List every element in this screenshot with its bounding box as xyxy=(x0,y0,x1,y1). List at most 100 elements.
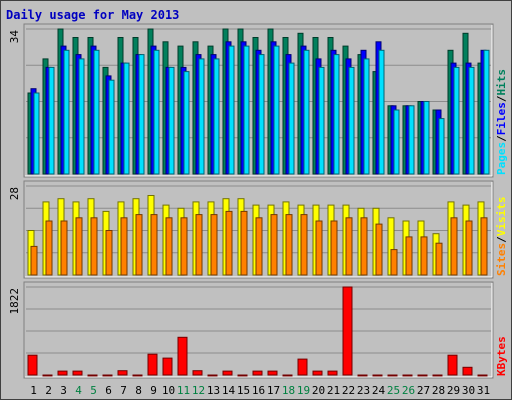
x-tick-label-day-11: 11 xyxy=(177,384,190,397)
bar-hits-pages-day-20 xyxy=(318,66,325,175)
x-tick-label-day-28: 28 xyxy=(432,384,445,397)
bar-kbytes-kbytes-day-27 xyxy=(417,374,428,377)
bar-hits-pages-day-28 xyxy=(438,118,445,175)
bar-visits-sites-day-29 xyxy=(450,217,458,276)
bar-kbytes-kbytes-day-13 xyxy=(207,374,218,377)
bar-hits-pages-day-3 xyxy=(63,49,70,175)
x-tick-label-day-14: 14 xyxy=(222,384,236,397)
bar-hits-pages-day-27 xyxy=(423,101,430,175)
bar-kbytes-kbytes-day-7 xyxy=(117,370,128,376)
bar-visits-sites-day-19 xyxy=(300,214,308,276)
chart-title: Daily usage for May 2013 xyxy=(6,8,179,22)
bar-hits-pages-day-23 xyxy=(363,58,370,175)
bar-visits-sites-day-18 xyxy=(285,214,293,276)
panel-kbytes: 1822 KBytes xyxy=(8,281,508,379)
panel-border xyxy=(23,281,494,379)
x-tick-label-day-12: 12 xyxy=(192,384,205,397)
bar-kbytes-kbytes-day-28 xyxy=(432,374,443,377)
bar-kbytes-kbytes-day-1 xyxy=(27,354,38,376)
bar-visits-sites-day-5 xyxy=(90,217,98,276)
bar-visits-sites-day-23 xyxy=(360,217,368,276)
bar-visits-sites-day-2 xyxy=(45,220,53,276)
legend-entry-files: Files xyxy=(495,102,508,135)
bar-hits-pages-day-29 xyxy=(453,66,460,175)
x-tick-label-day-25: 25 xyxy=(387,384,400,397)
legend-entry-kbytes: KBytes xyxy=(495,336,508,376)
legend-separator: / xyxy=(495,236,508,243)
bar-hits-pages-day-9 xyxy=(153,49,160,175)
bar-hits-pages-day-7 xyxy=(123,62,130,175)
bar-visits-sites-day-17 xyxy=(270,214,278,276)
bar-visits-sites-day-7 xyxy=(120,217,128,276)
bar-visits-sites-day-4 xyxy=(75,217,83,276)
bar-visits-sites-day-25 xyxy=(390,249,398,276)
bar-hits-pages-day-22 xyxy=(348,66,355,175)
bar-kbytes-kbytes-day-11 xyxy=(177,336,188,376)
x-tick-label-day-22: 22 xyxy=(342,384,355,397)
bar-hits-pages-day-14 xyxy=(228,45,235,175)
x-tick-label-day-31: 31 xyxy=(477,384,490,397)
x-tick-label-day-24: 24 xyxy=(372,384,386,397)
bar-hits-pages-day-31 xyxy=(483,49,490,175)
bar-kbytes-kbytes-day-22 xyxy=(342,286,353,376)
bar-kbytes-kbytes-day-16 xyxy=(252,370,263,376)
bar-visits-sites-day-16 xyxy=(255,217,263,276)
bar-kbytes-kbytes-day-19 xyxy=(297,358,308,376)
legend-separator: / xyxy=(495,135,508,142)
bar-hits-pages-day-10 xyxy=(168,66,175,175)
bar-hits-pages-day-16 xyxy=(258,54,265,175)
bar-visits-sites-day-13 xyxy=(210,214,218,276)
bar-hits-pages-day-4 xyxy=(78,58,85,175)
bar-hits-pages-day-6 xyxy=(108,79,115,175)
bar-kbytes-kbytes-day-3 xyxy=(57,370,68,376)
bar-visits-sites-day-30 xyxy=(465,220,473,276)
bar-kbytes-kbytes-day-9 xyxy=(147,353,158,376)
bar-hits-pages-day-2 xyxy=(48,66,55,175)
bar-hits-pages-day-11 xyxy=(183,71,190,175)
bar-visits-sites-day-6 xyxy=(105,230,113,276)
bar-kbytes-kbytes-day-5 xyxy=(87,374,98,377)
legend-entry-pages: Pages xyxy=(495,142,508,175)
bar-visits-sites-day-22 xyxy=(345,217,353,276)
x-tick-label-day-10: 10 xyxy=(162,384,175,397)
bar-visits-sites-day-15 xyxy=(240,210,248,276)
bar-visits-sites-day-27 xyxy=(420,236,428,276)
bar-kbytes-kbytes-day-26 xyxy=(402,374,413,377)
bar-hits-pages-day-26 xyxy=(408,105,415,175)
x-tick-label-day-29: 29 xyxy=(447,384,460,397)
bar-hits-pages-day-8 xyxy=(138,54,145,175)
bar-visits-sites-day-11 xyxy=(180,217,188,276)
legend-entry-hits: Hits xyxy=(495,69,508,96)
x-tick-label-day-3: 3 xyxy=(60,384,67,397)
x-tick-label-day-4: 4 xyxy=(75,384,82,397)
axis-max-label: 28 xyxy=(8,187,21,200)
bar-kbytes-kbytes-day-2 xyxy=(42,374,53,377)
x-tick-label-day-16: 16 xyxy=(252,384,265,397)
axis-max-label: 1822 xyxy=(8,288,21,315)
bar-visits-sites-day-10 xyxy=(165,217,173,276)
x-tick-label-day-5: 5 xyxy=(90,384,97,397)
bar-hits-pages-day-12 xyxy=(198,58,205,175)
x-tick-label-day-21: 21 xyxy=(327,384,340,397)
bar-kbytes-kbytes-day-24 xyxy=(372,374,383,377)
legend: KBytes xyxy=(495,336,508,376)
bar-kbytes-kbytes-day-6 xyxy=(102,374,113,377)
bar-kbytes-kbytes-day-18 xyxy=(282,374,293,377)
bar-kbytes-kbytes-day-29 xyxy=(447,354,458,376)
x-tick-label-day-8: 8 xyxy=(135,384,142,397)
x-tick-label-day-9: 9 xyxy=(150,384,157,397)
x-tick-label-day-27: 27 xyxy=(417,384,430,397)
x-tick-label-day-1: 1 xyxy=(30,384,37,397)
bar-kbytes-kbytes-day-14 xyxy=(222,370,233,376)
bar-hits-pages-day-21 xyxy=(333,54,340,175)
bar-hits-pages-day-18 xyxy=(288,62,295,175)
axis-max-label: 34 xyxy=(8,30,21,44)
bar-kbytes-kbytes-day-4 xyxy=(72,370,83,376)
bar-kbytes-kbytes-day-31 xyxy=(477,374,488,377)
bar-visits-sites-day-20 xyxy=(315,220,323,276)
x-tick-label-day-15: 15 xyxy=(237,384,250,397)
bar-kbytes-kbytes-day-25 xyxy=(387,374,398,377)
bar-hits-pages-day-19 xyxy=(303,49,310,175)
bar-visits-sites-day-8 xyxy=(135,214,143,276)
